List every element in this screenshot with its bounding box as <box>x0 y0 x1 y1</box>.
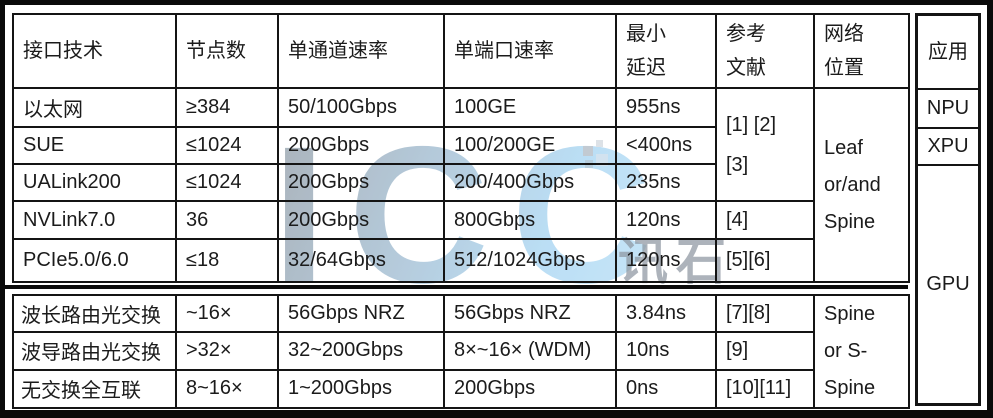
table-row: 波导路由光交换 >32× 32~200Gbps 8×~16× (WDM) 10n… <box>12 331 909 371</box>
column-header-port-rate: 单端口速率 <box>443 13 617 89</box>
cell-lane-rate: 32/64Gbps <box>277 238 445 283</box>
column-header-latency: 最小 延迟 <box>615 13 717 89</box>
cell-interface: 波导路由光交换 <box>12 331 177 371</box>
table-row: UALink200 ≤1024 200Gbps 200/400Gbps 235n… <box>12 163 909 202</box>
table-row: XPU <box>915 126 981 166</box>
application-table: 应用 NPU XPU GPU <box>915 13 981 406</box>
cell-latency: 955ns <box>615 87 717 128</box>
cell-interface: PCIe5.0/6.0 <box>12 238 177 283</box>
cell-nodes: >32× <box>175 331 279 371</box>
cell-nodes: ~16× <box>175 293 279 334</box>
table-row: NPU <box>915 87 981 129</box>
column-header-refs: 参考 文献 <box>715 13 815 89</box>
column-header-nodes: 节点数 <box>175 13 279 89</box>
cell-nodes: ≥384 <box>175 87 279 128</box>
cell-port-rate: 200/400Gbps <box>443 163 617 202</box>
table-row: SUE ≤1024 200Gbps 100/200GE <400ns <box>12 126 909 165</box>
cell-port-rate: 800Gbps <box>443 200 617 240</box>
cell-port-rate: 200Gbps <box>443 368 617 410</box>
cell-latency: 120ns <box>615 238 717 283</box>
cell-app-xpu: XPU <box>915 126 981 166</box>
cell-lane-rate: 200Gbps <box>277 200 445 240</box>
column-header-position: 网络 位置 <box>813 13 910 89</box>
cell-app-gpu: GPU <box>915 163 981 406</box>
header-row: 接口技术 节点数 单通道速率 单端口速率 最小 延迟 参考 文献 网络 位置 <box>12 13 910 89</box>
cell-latency: <400ns <box>615 126 717 165</box>
cell-refs-rows-1-3: [1] [2] [3] <box>715 87 815 202</box>
cell-lane-rate: 50/100Gbps <box>277 87 445 128</box>
cell-app-npu: NPU <box>915 87 981 129</box>
cell-lane-rate: 32~200Gbps <box>277 331 445 371</box>
cell-port-rate: 8×~16× (WDM) <box>443 331 617 371</box>
cell-interface: 无交换全互联 <box>12 368 177 410</box>
cell-latency: 235ns <box>615 163 717 202</box>
cell-latency: 10ns <box>615 331 717 371</box>
cell-network-position-upper: Leaf or/and Spine <box>813 87 910 283</box>
cell-refs-row-4: [4] <box>715 200 815 240</box>
cell-refs-row-6: [7][8] <box>715 293 815 334</box>
column-header-application: 应用 <box>915 13 981 90</box>
cell-port-rate: 56Gbps NRZ <box>443 293 617 334</box>
cell-latency: 120ns <box>615 200 717 240</box>
column-header-lane-rate: 单通道速率 <box>277 13 445 89</box>
cell-nodes: ≤1024 <box>175 163 279 202</box>
column-header-interface: 接口技术 <box>12 13 177 89</box>
cell-lane-rate: 56Gbps NRZ <box>277 293 445 334</box>
cell-interface: 波长路由光交换 <box>12 293 177 334</box>
cell-interface: 以太网 <box>12 87 177 128</box>
cell-port-rate: 100/200GE <box>443 126 617 165</box>
cell-nodes: 36 <box>175 200 279 240</box>
table-row: PCIe5.0/6.0 ≤18 32/64Gbps 512/1024Gbps 1… <box>12 238 909 283</box>
section-separator-line <box>5 285 908 289</box>
table-row: 以太网 ≥384 50/100Gbps 100GE 955ns [1] [2][… <box>12 87 910 283</box>
cell-port-rate: 100GE <box>443 87 617 128</box>
table-row: GPU <box>915 163 981 406</box>
cell-port-rate: 512/1024Gbps <box>443 238 617 283</box>
cell-nodes: ≤1024 <box>175 126 279 165</box>
cell-refs-row-7: [9] <box>715 331 815 371</box>
table-row: 无交换全互联 8~16× 1~200Gbps 200Gbps 0ns [10][… <box>12 368 909 410</box>
header-row: 应用 <box>915 13 981 90</box>
cell-interface: UALink200 <box>12 163 177 202</box>
table-row: NVLink7.0 36 200Gbps 800Gbps 120ns [4] <box>12 200 909 240</box>
cell-nodes: ≤18 <box>175 238 279 283</box>
cell-latency: 0ns <box>615 368 717 410</box>
interconnect-table-upper: 接口技术 节点数 单通道速率 单端口速率 最小 延迟 参考 文献 网络 位置 以太网 … <box>12 13 910 283</box>
cell-lane-rate: 1~200Gbps <box>277 368 445 410</box>
cell-refs-row-5: [5][6] <box>715 238 815 283</box>
cell-refs-row-8: [10][11] <box>715 368 815 410</box>
table-row: 波长路由光交换 ~16× 56Gbps NRZ 56Gbps NRZ 3.84n… <box>12 293 910 409</box>
cell-network-position-lower: Spine or S- Spine <box>813 294 910 409</box>
cell-latency: 3.84ns <box>615 293 717 334</box>
cell-interface: NVLink7.0 <box>12 200 177 240</box>
cell-lane-rate: 200Gbps <box>277 163 445 202</box>
interconnect-table-lower: 波长路由光交换 ~16× 56Gbps NRZ 56Gbps NRZ 3.84n… <box>12 293 910 410</box>
cell-nodes: 8~16× <box>175 368 279 410</box>
cell-interface: SUE <box>12 126 177 165</box>
cell-lane-rate: 200Gbps <box>277 126 445 165</box>
